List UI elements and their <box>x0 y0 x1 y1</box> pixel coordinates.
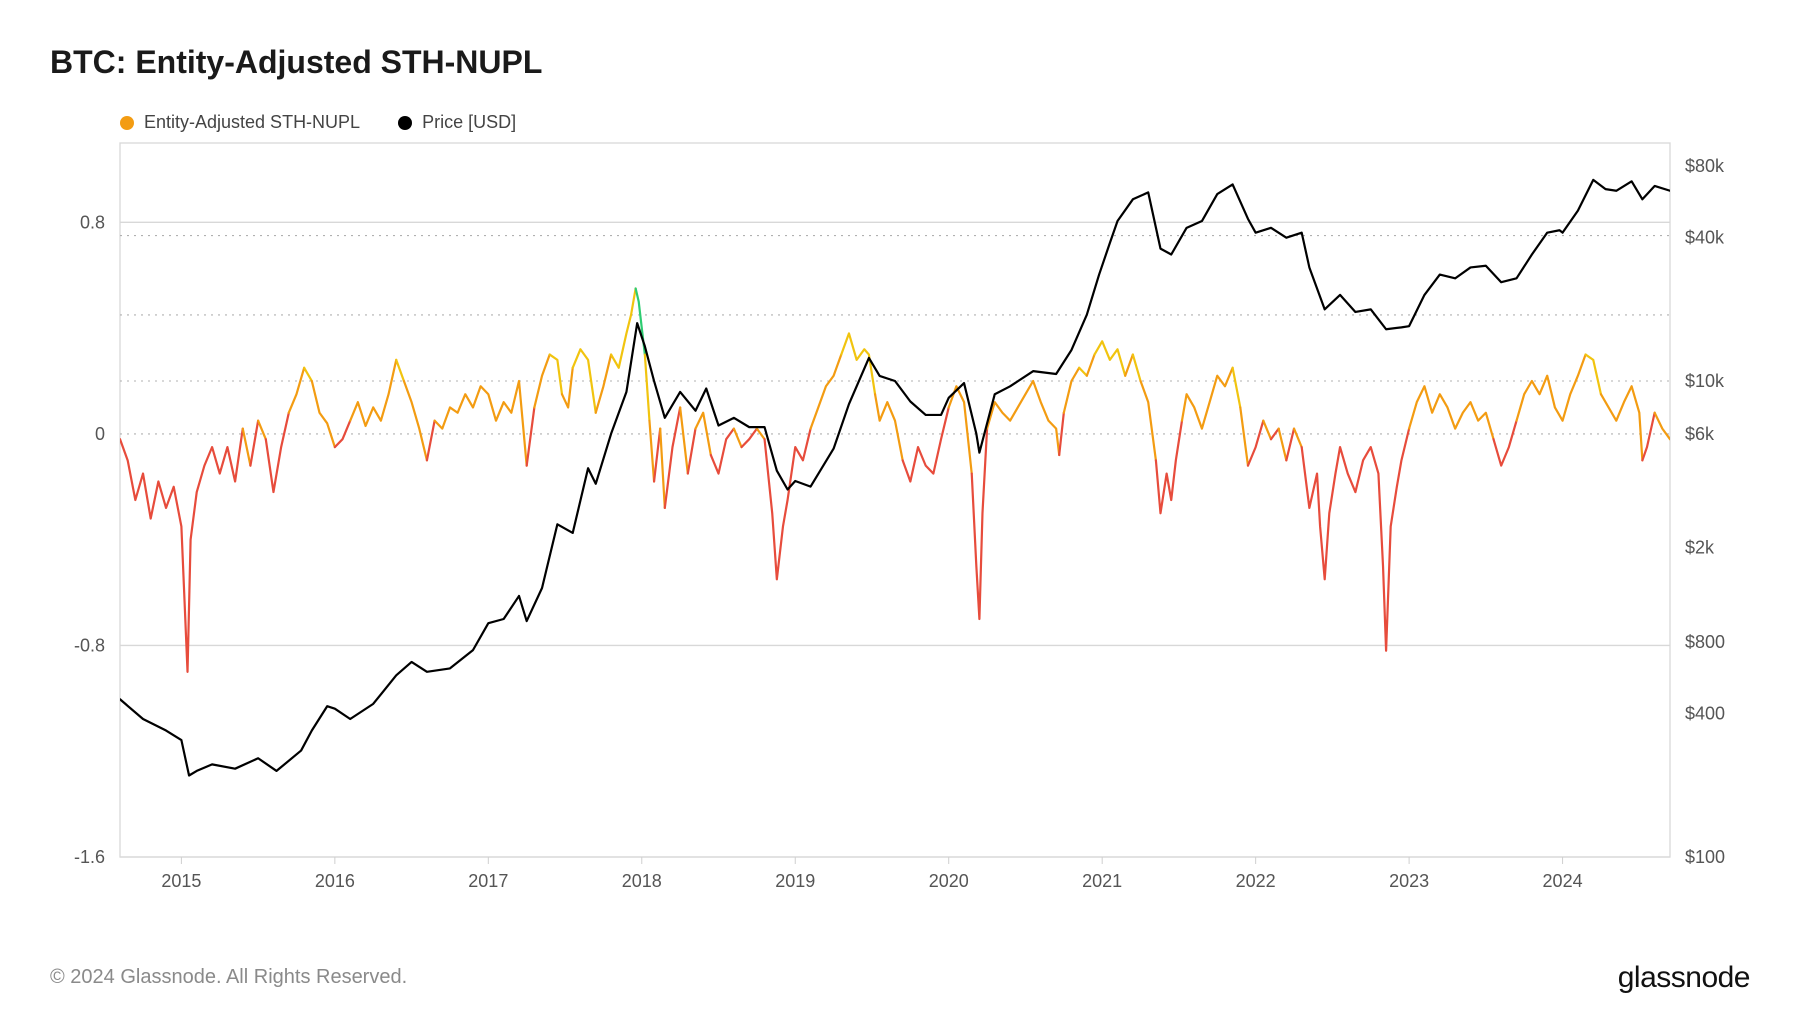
legend-swatch-nupl <box>120 116 134 130</box>
svg-text:-0.8: -0.8 <box>74 635 105 655</box>
svg-text:$800: $800 <box>1685 632 1725 652</box>
svg-text:2023: 2023 <box>1389 871 1429 891</box>
svg-text:2018: 2018 <box>622 871 662 891</box>
svg-text:2017: 2017 <box>468 871 508 891</box>
legend-item-nupl: Entity-Adjusted STH-NUPL <box>120 112 360 133</box>
svg-text:$10k: $10k <box>1685 371 1725 391</box>
svg-text:2021: 2021 <box>1082 871 1122 891</box>
footer-brand: glassnode <box>1618 961 1750 995</box>
legend-item-price: Price [USD] <box>398 112 516 133</box>
svg-text:$100: $100 <box>1685 847 1725 867</box>
svg-text:$80k: $80k <box>1685 156 1725 176</box>
legend-label-price: Price [USD] <box>422 112 516 133</box>
svg-text:2020: 2020 <box>929 871 969 891</box>
chart-svg: 2015 2016 2017 2018 2019 2020 2021 2022 2023 2024… <box>50 135 1750 905</box>
legend-label-nupl: Entity-Adjusted STH-NUPL <box>144 112 360 133</box>
chart-legend: Entity-Adjusted STH-NUPL Price [USD] <box>120 112 516 133</box>
svg-text:$2k: $2k <box>1685 537 1715 557</box>
svg-text:2019: 2019 <box>775 871 815 891</box>
footer-copyright: © 2024 Glassnode. All Rights Reserved. <box>50 966 407 989</box>
svg-text:$40k: $40k <box>1685 228 1725 248</box>
svg-text:0: 0 <box>95 424 105 444</box>
svg-text:2024: 2024 <box>1543 871 1583 891</box>
svg-text:2016: 2016 <box>315 871 355 891</box>
svg-text:0.8: 0.8 <box>80 212 105 232</box>
legend-swatch-price <box>398 116 412 130</box>
svg-text:$6k: $6k <box>1685 424 1715 444</box>
chart-title: BTC: Entity-Adjusted STH-NUPL <box>50 44 542 81</box>
svg-text:-1.6: -1.6 <box>74 847 105 867</box>
svg-text:$400: $400 <box>1685 704 1725 724</box>
chart-plot-area: 2015 2016 2017 2018 2019 2020 2021 2022 2023 2024… <box>50 135 1750 905</box>
svg-text:2022: 2022 <box>1236 871 1276 891</box>
svg-text:2015: 2015 <box>161 871 201 891</box>
